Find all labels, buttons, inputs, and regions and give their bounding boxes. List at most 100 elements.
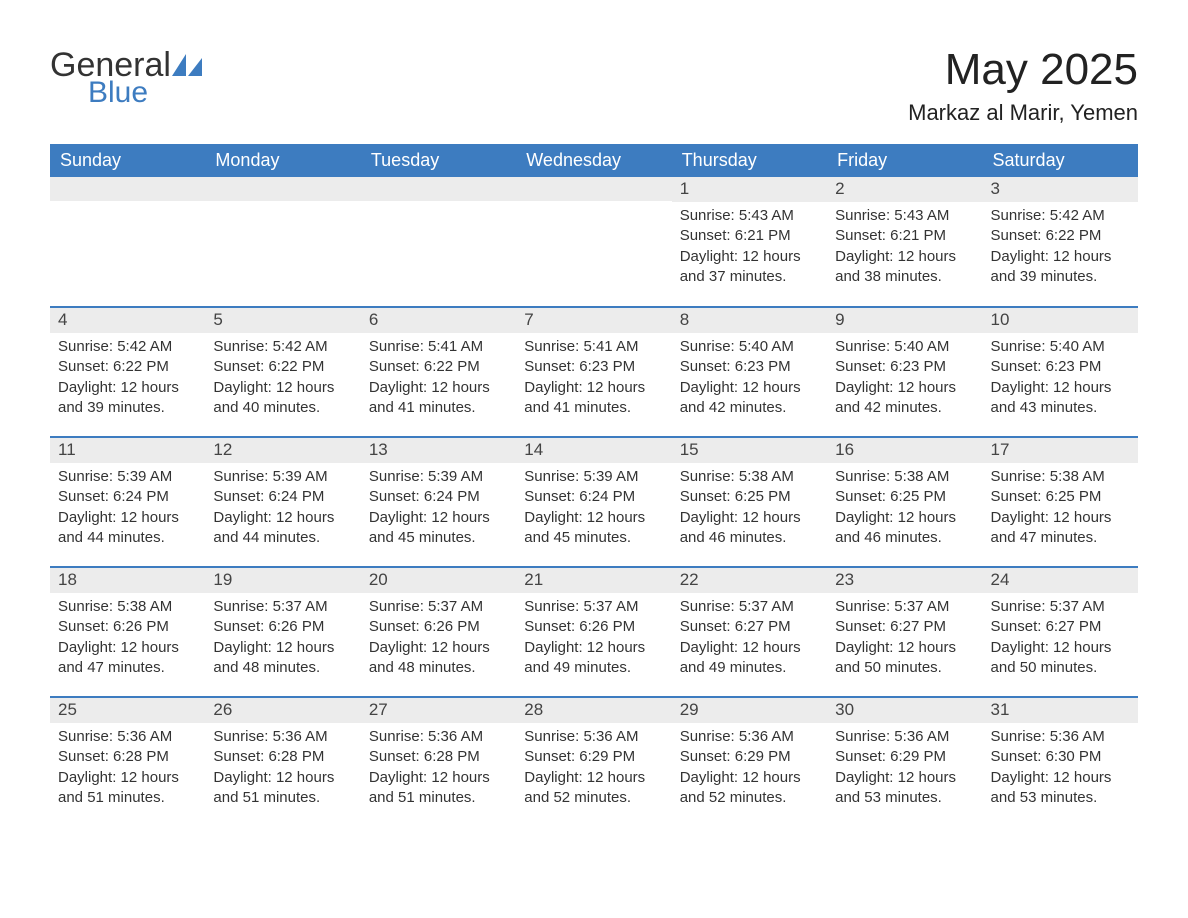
daylight-line: Daylight: 12 hours and 52 minutes. [680, 768, 819, 809]
day-number: 31 [983, 698, 1138, 723]
day-cell: 4Sunrise: 5:42 AMSunset: 6:22 PMDaylight… [50, 307, 205, 437]
day-number: 25 [50, 698, 205, 723]
day-number: 8 [672, 308, 827, 333]
weekday-header: Friday [827, 144, 982, 177]
sunset-line: Sunset: 6:25 PM [680, 487, 819, 507]
day-cell: 8Sunrise: 5:40 AMSunset: 6:23 PMDaylight… [672, 307, 827, 437]
day-number: 14 [516, 438, 671, 463]
day-number: 23 [827, 568, 982, 593]
month-title: May 2025 [908, 48, 1138, 92]
day-number: 10 [983, 308, 1138, 333]
calendar-page: General Blue May 2025 Markaz al Marir, Y… [0, 0, 1188, 867]
daylight-line: Daylight: 12 hours and 37 minutes. [680, 247, 819, 288]
sunrise-line: Sunrise: 5:37 AM [369, 597, 508, 617]
empty-day-bar [205, 177, 360, 201]
day-cell: 31Sunrise: 5:36 AMSunset: 6:30 PMDayligh… [983, 697, 1138, 827]
daylight-line: Daylight: 12 hours and 52 minutes. [524, 768, 663, 809]
day-number: 28 [516, 698, 671, 723]
sunrise-line: Sunrise: 5:42 AM [213, 337, 352, 357]
day-number: 1 [672, 177, 827, 202]
day-cell: 27Sunrise: 5:36 AMSunset: 6:28 PMDayligh… [361, 697, 516, 827]
day-cell: 1Sunrise: 5:43 AMSunset: 6:21 PMDaylight… [672, 177, 827, 307]
sunrise-line: Sunrise: 5:38 AM [680, 467, 819, 487]
sunrise-line: Sunrise: 5:38 AM [835, 467, 974, 487]
day-number: 20 [361, 568, 516, 593]
day-number: 9 [827, 308, 982, 333]
sunrise-line: Sunrise: 5:36 AM [680, 727, 819, 747]
sunset-line: Sunset: 6:26 PM [524, 617, 663, 637]
day-cell: 18Sunrise: 5:38 AMSunset: 6:26 PMDayligh… [50, 567, 205, 697]
daylight-line: Daylight: 12 hours and 44 minutes. [213, 508, 352, 549]
sunrise-line: Sunrise: 5:36 AM [524, 727, 663, 747]
daylight-line: Daylight: 12 hours and 39 minutes. [58, 378, 197, 419]
sunset-line: Sunset: 6:25 PM [835, 487, 974, 507]
daylight-line: Daylight: 12 hours and 50 minutes. [991, 638, 1130, 679]
day-cell: 12Sunrise: 5:39 AMSunset: 6:24 PMDayligh… [205, 437, 360, 567]
weekday-header: Sunday [50, 144, 205, 177]
sunset-line: Sunset: 6:29 PM [835, 747, 974, 767]
daylight-line: Daylight: 12 hours and 38 minutes. [835, 247, 974, 288]
sunset-line: Sunset: 6:30 PM [991, 747, 1130, 767]
sunset-line: Sunset: 6:27 PM [991, 617, 1130, 637]
day-body: Sunrise: 5:37 AMSunset: 6:27 PMDaylight:… [827, 593, 982, 684]
sunrise-line: Sunrise: 5:38 AM [58, 597, 197, 617]
sunset-line: Sunset: 6:21 PM [835, 226, 974, 246]
day-body: Sunrise: 5:38 AMSunset: 6:26 PMDaylight:… [50, 593, 205, 684]
sunset-line: Sunset: 6:21 PM [680, 226, 819, 246]
day-number: 29 [672, 698, 827, 723]
day-cell: 15Sunrise: 5:38 AMSunset: 6:25 PMDayligh… [672, 437, 827, 567]
day-number: 17 [983, 438, 1138, 463]
day-body: Sunrise: 5:36 AMSunset: 6:28 PMDaylight:… [205, 723, 360, 814]
daylight-line: Daylight: 12 hours and 48 minutes. [213, 638, 352, 679]
daylight-line: Daylight: 12 hours and 51 minutes. [58, 768, 197, 809]
day-body: Sunrise: 5:36 AMSunset: 6:28 PMDaylight:… [50, 723, 205, 814]
sunrise-line: Sunrise: 5:42 AM [991, 206, 1130, 226]
day-cell: 16Sunrise: 5:38 AMSunset: 6:25 PMDayligh… [827, 437, 982, 567]
day-cell: 7Sunrise: 5:41 AMSunset: 6:23 PMDaylight… [516, 307, 671, 437]
day-cell: 25Sunrise: 5:36 AMSunset: 6:28 PMDayligh… [50, 697, 205, 827]
day-number: 2 [827, 177, 982, 202]
sail-icon [172, 54, 202, 76]
day-number: 11 [50, 438, 205, 463]
day-body: Sunrise: 5:40 AMSunset: 6:23 PMDaylight:… [827, 333, 982, 424]
sunrise-line: Sunrise: 5:37 AM [213, 597, 352, 617]
sunset-line: Sunset: 6:23 PM [680, 357, 819, 377]
weekday-header: Tuesday [361, 144, 516, 177]
empty-day-bar [50, 177, 205, 201]
day-body: Sunrise: 5:36 AMSunset: 6:30 PMDaylight:… [983, 723, 1138, 814]
sunrise-line: Sunrise: 5:39 AM [524, 467, 663, 487]
daylight-line: Daylight: 12 hours and 40 minutes. [213, 378, 352, 419]
sunset-line: Sunset: 6:26 PM [58, 617, 197, 637]
title-block: May 2025 Markaz al Marir, Yemen [908, 48, 1138, 126]
day-number: 27 [361, 698, 516, 723]
sunrise-line: Sunrise: 5:39 AM [58, 467, 197, 487]
day-body: Sunrise: 5:37 AMSunset: 6:26 PMDaylight:… [516, 593, 671, 684]
sunrise-line: Sunrise: 5:36 AM [835, 727, 974, 747]
day-cell: 30Sunrise: 5:36 AMSunset: 6:29 PMDayligh… [827, 697, 982, 827]
calendar-head: SundayMondayTuesdayWednesdayThursdayFrid… [50, 144, 1138, 177]
day-body: Sunrise: 5:38 AMSunset: 6:25 PMDaylight:… [983, 463, 1138, 554]
day-cell: 5Sunrise: 5:42 AMSunset: 6:22 PMDaylight… [205, 307, 360, 437]
sunset-line: Sunset: 6:25 PM [991, 487, 1130, 507]
sunrise-line: Sunrise: 5:36 AM [213, 727, 352, 747]
daylight-line: Daylight: 12 hours and 47 minutes. [58, 638, 197, 679]
sunset-line: Sunset: 6:23 PM [524, 357, 663, 377]
empty-day-bar [361, 177, 516, 201]
sunset-line: Sunset: 6:29 PM [680, 747, 819, 767]
day-body: Sunrise: 5:42 AMSunset: 6:22 PMDaylight:… [50, 333, 205, 424]
day-cell: 10Sunrise: 5:40 AMSunset: 6:23 PMDayligh… [983, 307, 1138, 437]
day-body: Sunrise: 5:36 AMSunset: 6:28 PMDaylight:… [361, 723, 516, 814]
day-number: 13 [361, 438, 516, 463]
sunrise-line: Sunrise: 5:41 AM [524, 337, 663, 357]
day-body: Sunrise: 5:39 AMSunset: 6:24 PMDaylight:… [205, 463, 360, 554]
day-cell: 11Sunrise: 5:39 AMSunset: 6:24 PMDayligh… [50, 437, 205, 567]
week-row: 4Sunrise: 5:42 AMSunset: 6:22 PMDaylight… [50, 307, 1138, 437]
weekday-header: Monday [205, 144, 360, 177]
sunrise-line: Sunrise: 5:37 AM [991, 597, 1130, 617]
weekday-header: Wednesday [516, 144, 671, 177]
daylight-line: Daylight: 12 hours and 41 minutes. [369, 378, 508, 419]
sunrise-line: Sunrise: 5:36 AM [991, 727, 1130, 747]
sunset-line: Sunset: 6:24 PM [58, 487, 197, 507]
logo-word2: Blue [88, 78, 202, 108]
sunset-line: Sunset: 6:26 PM [369, 617, 508, 637]
